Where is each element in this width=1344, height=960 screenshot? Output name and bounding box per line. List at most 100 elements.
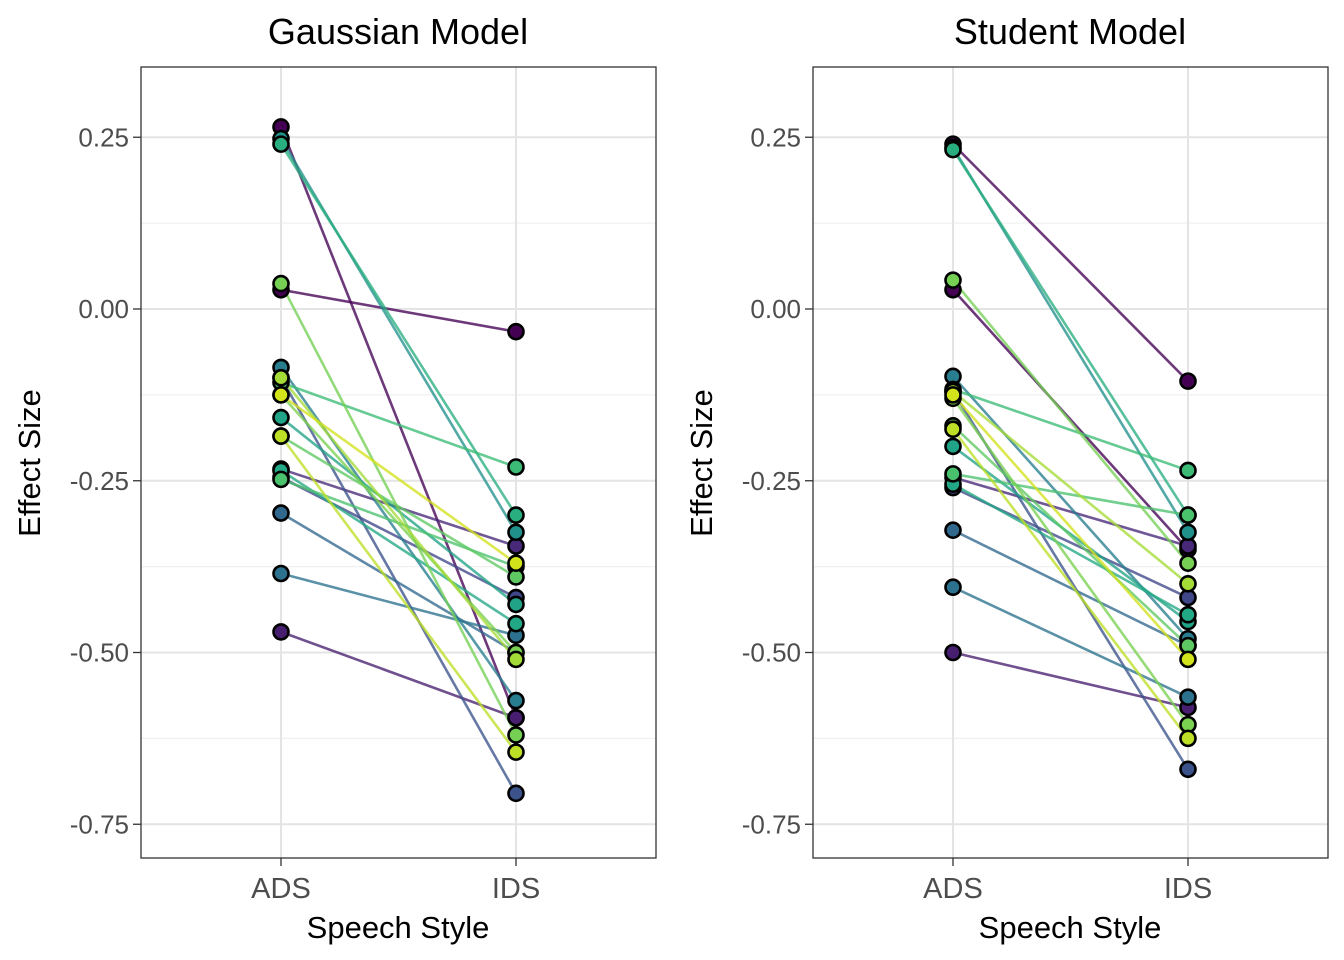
series-lines <box>279 126 518 794</box>
data-point-ads <box>272 368 290 387</box>
series-line <box>280 288 517 333</box>
series-line <box>952 394 1189 661</box>
data-point-ads <box>272 408 290 427</box>
data-point-ads <box>272 386 290 404</box>
data-point-ids <box>507 691 525 710</box>
series-line <box>952 388 1189 472</box>
data-point-ids <box>507 322 525 341</box>
x-tick-label: ADS <box>251 873 311 905</box>
series-lines <box>951 143 1190 770</box>
data-point-ads <box>944 271 962 289</box>
series-line <box>952 529 1189 647</box>
data-point-ids <box>1179 461 1197 480</box>
data-point-ids <box>1179 605 1197 624</box>
series-points <box>272 118 525 803</box>
panel-gaussian-model: Gaussian Model 0.25 0.00 -0.25 -0.50 -0.75 AD… <box>12 11 657 945</box>
data-point-ids <box>507 554 525 572</box>
panel-student-model: Student Model 0.25 0.00 -0.25 -0.50 -0.75 ADS… <box>684 11 1329 945</box>
series-line <box>951 428 1190 740</box>
y-tick-label: 0.00 <box>78 294 129 324</box>
series-line <box>952 390 1189 585</box>
x-axis-title: Speech Style <box>979 910 1162 945</box>
data-point-ids <box>507 650 525 669</box>
data-point-ids <box>507 506 525 524</box>
data-point-ads <box>272 427 290 445</box>
series-line <box>279 126 518 719</box>
data-point-ids <box>1179 574 1197 593</box>
series-line <box>952 143 1189 383</box>
y-tick-label: -0.25 <box>70 466 129 496</box>
y-axis-title: Effect Size <box>684 389 719 537</box>
data-point-ads <box>944 420 962 439</box>
data-point-ids <box>1179 729 1197 748</box>
data-point-ads <box>944 437 962 456</box>
data-point-ids <box>507 523 525 542</box>
series-line <box>952 424 1189 647</box>
series-line <box>280 393 517 654</box>
data-point-ids <box>1179 650 1197 669</box>
y-tick-label: -0.50 <box>742 638 801 668</box>
plot-background <box>141 67 656 858</box>
data-point-ads <box>272 623 290 641</box>
data-point-ids <box>507 614 525 633</box>
series-line <box>951 279 1190 565</box>
data-point-ids <box>507 595 525 614</box>
y-tick-label: 0.25 <box>78 122 129 152</box>
data-point-ads <box>944 578 962 597</box>
panel-border <box>140 66 657 859</box>
series-line <box>952 651 1189 709</box>
series-line <box>280 393 517 565</box>
x-axis-title: Speech Style <box>307 910 490 945</box>
data-point-ads <box>272 135 290 153</box>
axis-ticks: 0.25 0.00 -0.25 -0.50 -0.75 ADS IDS <box>742 122 1212 905</box>
data-point-ads <box>944 140 962 159</box>
x-tick-label: IDS <box>492 873 540 905</box>
data-point-ids <box>507 708 525 727</box>
series-line <box>280 376 517 661</box>
series-line <box>952 375 1189 640</box>
series-line <box>952 476 1189 548</box>
grid <box>813 67 1328 858</box>
data-point-ids <box>1179 506 1197 524</box>
axis-ticks: 0.25 0.00 -0.25 -0.50 -0.75 ADS IDS <box>70 122 540 905</box>
data-point-ids <box>507 726 525 744</box>
y-axis-title: Effect Size <box>12 389 47 537</box>
data-point-ads <box>272 504 290 522</box>
y-tick-label: -0.50 <box>70 638 129 668</box>
grid <box>141 67 656 858</box>
series-line <box>280 469 517 625</box>
series-line <box>952 586 1189 699</box>
data-point-ads <box>272 470 290 489</box>
series-line <box>280 511 517 654</box>
data-point-ids <box>507 743 525 761</box>
data-point-ids <box>507 784 525 803</box>
data-point-ads <box>272 564 290 583</box>
series-line <box>279 435 518 753</box>
y-tick-label: -0.25 <box>742 466 801 496</box>
series-line <box>280 572 517 637</box>
series-line <box>952 288 1189 551</box>
series-line <box>952 483 1189 616</box>
data-point-ids <box>1179 523 1197 542</box>
series-line <box>951 148 1190 516</box>
data-point-ads <box>944 643 962 662</box>
x-tick-label: IDS <box>1164 873 1212 905</box>
y-tick-label: -0.75 <box>70 809 129 839</box>
series-line <box>279 377 518 794</box>
data-point-ads <box>944 521 962 540</box>
panel-border <box>812 66 1329 859</box>
y-tick-label: -0.75 <box>742 809 801 839</box>
series-line <box>280 381 517 469</box>
data-point-ads <box>944 465 962 483</box>
data-point-ids <box>1179 688 1197 706</box>
data-point-ids <box>1179 372 1197 390</box>
series-line <box>951 397 1190 726</box>
series-points <box>944 135 1197 779</box>
panel-title: Gaussian Model <box>268 11 528 52</box>
data-point-ads <box>944 386 962 404</box>
plot-background <box>813 67 1328 858</box>
data-point-ids <box>1179 554 1197 572</box>
series-line <box>279 282 518 736</box>
y-tick-label: 0.25 <box>750 122 801 152</box>
